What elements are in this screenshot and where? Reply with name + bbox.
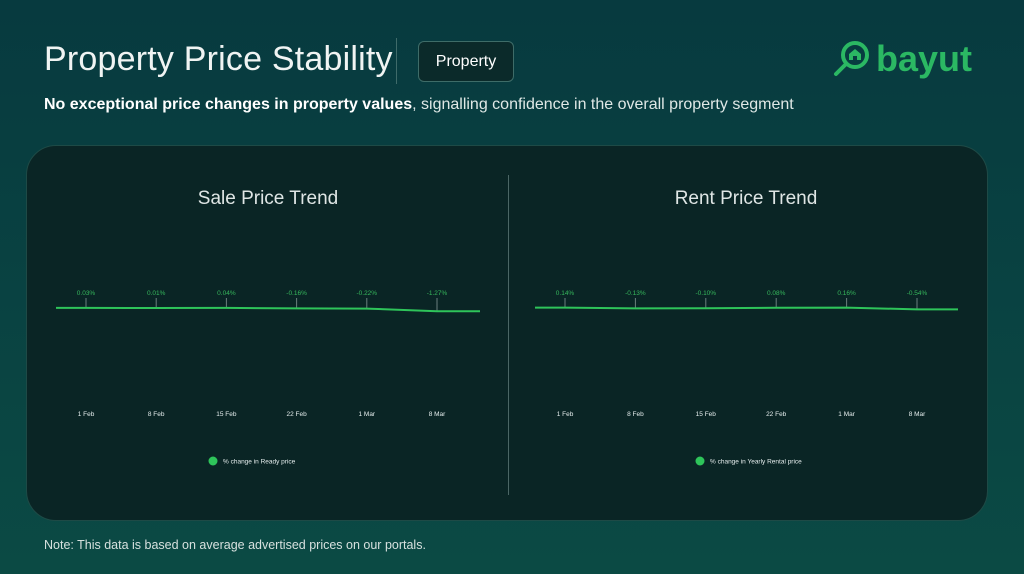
data-label: -1.27%: [427, 290, 448, 297]
bayut-logo: bayut: [832, 38, 972, 80]
x-tick-label: 22 Feb: [286, 411, 307, 418]
footnote: Note: This data is based on average adve…: [44, 538, 426, 552]
legend-label: % change in Ready price: [223, 459, 296, 466]
title-divider: [396, 38, 397, 84]
subtitle: No exceptional price changes in property…: [44, 96, 794, 114]
x-tick-label: 8 Feb: [148, 411, 165, 418]
data-label: -0.22%: [356, 290, 377, 297]
series-line: [535, 306, 958, 311]
x-tick-label: 1 Mar: [838, 411, 855, 418]
x-tick-label: 15 Feb: [696, 411, 717, 418]
x-tick-label: 15 Feb: [216, 411, 237, 418]
data-label: -0.54%: [907, 290, 928, 297]
x-tick-label: 22 Feb: [766, 411, 787, 418]
data-label: 0.01%: [147, 290, 166, 297]
data-label: -0.16%: [286, 290, 307, 297]
rent-chart-title: Rent Price Trend: [674, 188, 818, 209]
subtitle-text: , signalling confidence in the overall p…: [412, 96, 794, 113]
sale-chart-title: Sale Price Trend: [197, 188, 339, 209]
series-line: [56, 306, 480, 313]
x-tick-label: 8 Mar: [429, 411, 446, 418]
data-label: 0.16%: [837, 290, 856, 297]
charts-divider: [508, 175, 509, 495]
x-tick-label: 8 Feb: [627, 411, 644, 418]
data-label: 0.08%: [767, 290, 786, 297]
x-tick-label: 1 Feb: [557, 411, 574, 418]
data-label: 0.14%: [556, 290, 575, 297]
data-label: -0.10%: [695, 290, 716, 297]
subtitle-emphasis: No exceptional price changes in property…: [44, 96, 413, 113]
page-title: Property Price Stability: [44, 40, 393, 78]
data-label: 0.03%: [77, 290, 96, 297]
x-tick-label: 8 Mar: [909, 411, 926, 418]
x-tick-label: 1 Feb: [78, 411, 95, 418]
legend-marker: [208, 456, 218, 466]
category-badge: Property: [418, 41, 514, 82]
data-label: -0.13%: [625, 290, 646, 297]
legend-marker: [695, 456, 705, 466]
legend-label: % change in Yearly Rental price: [710, 459, 802, 466]
data-label: 0.04%: [217, 290, 236, 297]
search-home-icon: [834, 41, 869, 76]
charts-panel: [26, 145, 988, 521]
x-tick-label: 1 Mar: [358, 411, 375, 418]
